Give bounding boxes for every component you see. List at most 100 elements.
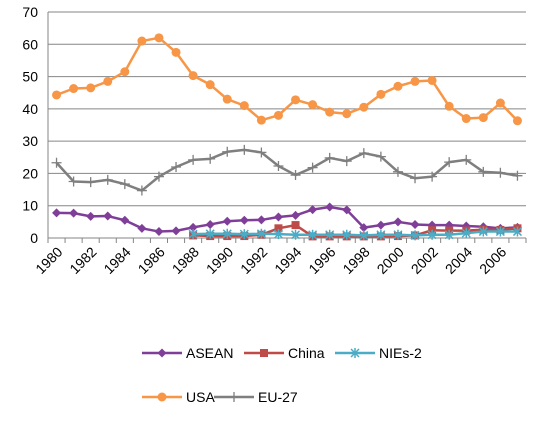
- line: [193, 230, 518, 237]
- marker: [171, 161, 182, 172]
- x-tick-label: 2004: [442, 243, 475, 276]
- marker: [308, 100, 318, 110]
- y-tick-label: 70: [22, 4, 38, 20]
- marker: [85, 177, 96, 188]
- marker: [188, 71, 198, 81]
- marker: [256, 215, 266, 225]
- line: [56, 36, 519, 122]
- legend-item: USA: [142, 389, 215, 405]
- marker: [325, 107, 335, 117]
- marker: [376, 220, 386, 230]
- marker: [273, 161, 284, 172]
- marker: [427, 229, 437, 240]
- marker: [444, 101, 454, 111]
- marker: [222, 146, 233, 157]
- marker: [291, 210, 301, 220]
- series: [52, 33, 522, 126]
- marker: [512, 226, 522, 237]
- x-tick-label: 1988: [169, 243, 202, 276]
- marker: [171, 226, 181, 236]
- x-tick-label: 1986: [135, 243, 168, 276]
- marker: [229, 392, 239, 402]
- marker: [154, 33, 164, 43]
- x-tick-label: 2000: [374, 243, 407, 276]
- marker: [239, 215, 249, 225]
- marker: [359, 102, 369, 112]
- marker: [103, 76, 113, 86]
- marker: [136, 185, 147, 196]
- marker: [205, 219, 215, 229]
- marker: [410, 230, 420, 241]
- marker: [375, 151, 386, 162]
- x-tick-label: 2006: [476, 243, 509, 276]
- marker: [256, 115, 266, 125]
- y-tick-label: 10: [22, 198, 38, 214]
- marker: [410, 219, 420, 229]
- marker: [291, 95, 301, 105]
- marker: [188, 154, 199, 165]
- marker: [291, 221, 300, 230]
- series: [188, 226, 522, 241]
- legend-label: NIEs-2: [379, 345, 422, 361]
- x-tick-label: 1982: [66, 243, 99, 276]
- marker: [157, 348, 167, 358]
- marker: [120, 215, 130, 225]
- marker: [137, 36, 147, 46]
- marker: [307, 162, 318, 173]
- marker: [68, 176, 79, 187]
- x-tick-label: 2002: [408, 243, 441, 276]
- marker: [205, 228, 215, 239]
- marker: [410, 173, 421, 184]
- marker: [239, 101, 249, 111]
- marker: [222, 94, 232, 104]
- x-tick-label: 1998: [339, 243, 372, 276]
- marker: [205, 153, 216, 164]
- legend-item: China: [244, 345, 325, 361]
- marker: [478, 113, 488, 123]
- marker: [51, 157, 62, 168]
- marker: [273, 229, 283, 240]
- y-tick-label: 60: [22, 36, 38, 52]
- x-tick-label: 1994: [271, 243, 304, 276]
- marker: [512, 170, 523, 181]
- marker: [393, 217, 403, 227]
- marker: [358, 148, 369, 159]
- marker: [69, 84, 79, 94]
- marker: [86, 83, 96, 93]
- marker: [444, 157, 455, 168]
- legend-label: EU-27: [258, 389, 298, 405]
- marker: [171, 47, 181, 57]
- marker: [260, 349, 268, 357]
- marker: [410, 76, 420, 86]
- marker: [393, 229, 403, 240]
- marker: [461, 228, 471, 239]
- marker: [393, 81, 403, 91]
- marker: [325, 202, 335, 212]
- marker: [427, 171, 438, 182]
- marker: [325, 229, 335, 240]
- marker: [52, 90, 62, 100]
- marker: [427, 75, 437, 85]
- series: [51, 144, 523, 196]
- marker: [444, 229, 454, 240]
- marker: [69, 208, 79, 218]
- marker: [52, 208, 62, 218]
- marker: [153, 171, 164, 182]
- x-tick-label: 1990: [203, 243, 236, 276]
- marker: [324, 152, 335, 163]
- marker: [495, 98, 505, 108]
- marker: [188, 222, 198, 232]
- marker: [274, 224, 283, 233]
- marker: [239, 229, 249, 240]
- x-tick-label: 1992: [237, 243, 270, 276]
- y-tick-label: 30: [22, 133, 38, 149]
- marker: [495, 226, 505, 237]
- legend-label: China: [288, 345, 325, 361]
- marker: [222, 216, 232, 226]
- marker: [188, 229, 198, 240]
- marker: [342, 205, 352, 215]
- marker: [461, 154, 472, 165]
- y-tick-label: 20: [22, 165, 38, 181]
- marker: [102, 174, 113, 185]
